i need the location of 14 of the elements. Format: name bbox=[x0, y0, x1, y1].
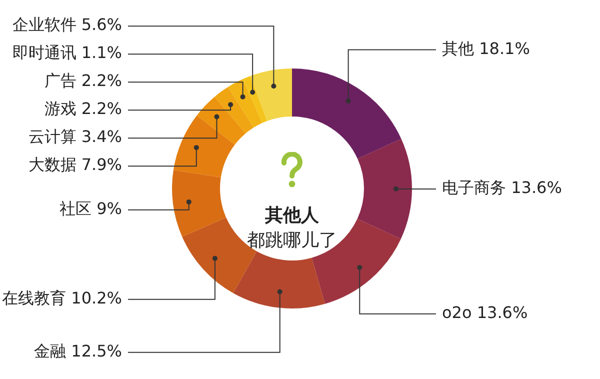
slice-label: 电子商务 13.6% bbox=[442, 178, 562, 198]
slice-label: 其他 18.1% bbox=[442, 38, 530, 58]
slice-label: 云计算 3.4% bbox=[28, 127, 122, 146]
slice-label: 社区 9% bbox=[60, 198, 122, 218]
text: 都跳哪儿了 bbox=[246, 229, 338, 252]
slice-label: 广告 2.2% bbox=[44, 71, 122, 90]
slice-label: 金融 12.5% bbox=[34, 342, 122, 361]
slice-label: 企业软件 5.6% bbox=[12, 15, 122, 34]
slice-label: 大数据 7.9% bbox=[28, 155, 122, 174]
slice-label: 游戏 2.2% bbox=[44, 99, 122, 118]
slice-label: o2o 13.6% bbox=[442, 303, 528, 322]
slice-label: 在线教育 10.2% bbox=[2, 288, 122, 308]
slice-label: 即时通讯 1.1% bbox=[12, 43, 122, 62]
text: 其他人 bbox=[264, 204, 320, 227]
